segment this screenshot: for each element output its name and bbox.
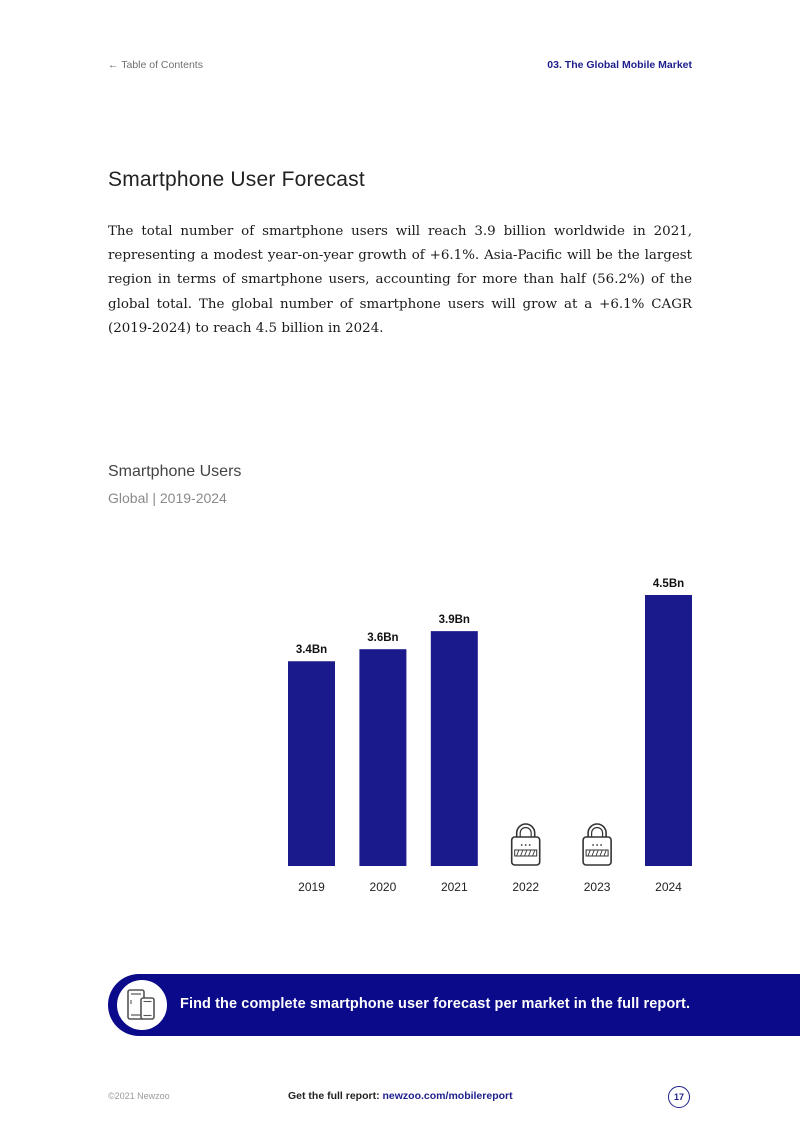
chart-title: Smartphone Users: [108, 463, 242, 480]
full-report-banner[interactable]: Find the complete smartphone user foreca…: [108, 974, 800, 1036]
bar-2024: [645, 595, 692, 866]
lock-icon: [510, 823, 541, 866]
page-number: 17: [668, 1086, 690, 1108]
data-label-2021: 3.9Bn: [439, 614, 470, 626]
x-tick-label-2023: 2023: [584, 880, 611, 894]
body-paragraph: The total number of smartphone users wil…: [108, 224, 692, 336]
report-url-link[interactable]: newzoo.com/mobilereport: [382, 1090, 513, 1102]
smartphone-tablet-icon: [117, 980, 167, 1030]
data-label-2020: 3.6Bn: [367, 632, 398, 644]
data-label-2024: 4.5Bn: [653, 578, 684, 590]
data-label-2019: 3.4Bn: [296, 644, 327, 656]
page-title: Smartphone User Forecast: [108, 168, 365, 191]
chart-subtitle: Global | 2019-2024: [108, 490, 227, 506]
footer-link-prefix: Get the full report:: [288, 1090, 380, 1102]
lock-icon: [582, 823, 612, 866]
table-of-contents-link[interactable]: ← Table of Contents: [108, 59, 203, 71]
bar-2019: [288, 661, 335, 866]
x-tick-label-2021: 2021: [441, 880, 468, 894]
x-tick-label-2024: 2024: [655, 880, 682, 894]
bar-2021: [430, 631, 478, 866]
section-label: 03. The Global Mobile Market: [547, 59, 692, 71]
footer-report-link: Get the full report: newzoo.com/mobilere…: [288, 1090, 513, 1102]
x-tick-label-2020: 2020: [370, 880, 397, 894]
banner-text: Find the complete smartphone user foreca…: [180, 996, 691, 1012]
copyright: ©2021 Newzoo: [108, 1091, 170, 1101]
bar-chart: 3.4Bn 2019 3.6Bn 2020 3.9Bn 2021 2022 2023 4.5Bn…: [288, 578, 692, 894]
x-tick-label-2019: 2019: [298, 880, 325, 894]
x-tick-label-2022: 2022: [512, 880, 539, 894]
bar-2020: [359, 649, 407, 866]
